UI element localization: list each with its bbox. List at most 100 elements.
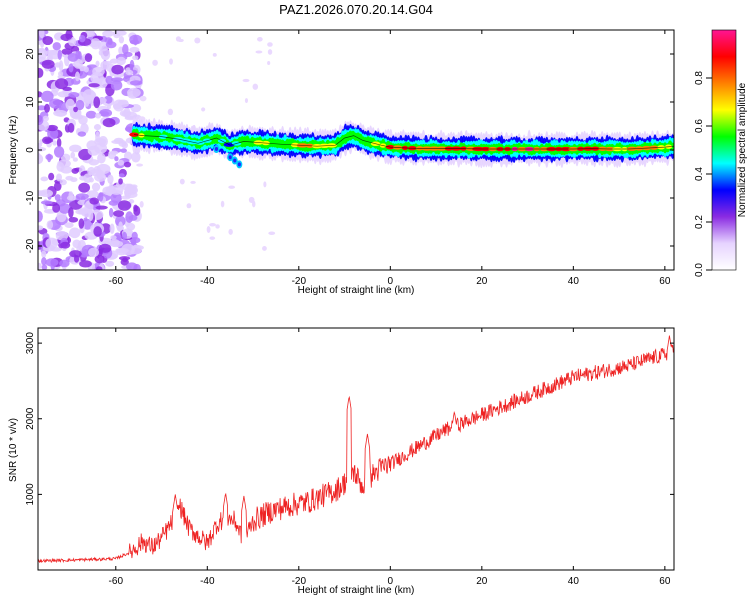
noise-blob [54,62,62,68]
noise-blob [194,37,201,44]
noise-blob [68,191,74,201]
noise-blob [255,50,263,54]
noise-blob [41,250,47,258]
noise-blob [67,122,75,133]
noise-blob [83,66,89,73]
ridge-core [129,132,139,137]
noise-blob [90,38,101,50]
noise-blob [38,114,44,126]
noise-blob [78,115,88,125]
x-tick-label: 0 [388,276,394,287]
noise-blob [93,124,102,131]
snr-x-ticks: -60 -40 -20 0 20 40 60 [109,328,671,587]
noise-blob [125,185,135,194]
noise-blob [104,95,113,104]
noise-blob [228,185,236,189]
noise-blob [65,30,73,40]
noise-blob [78,182,91,193]
noise-blob [120,148,127,153]
noise-blob [90,71,104,84]
snr-line-layer [38,335,674,564]
snr-y-ticks: 1000 2000 3000 [25,332,674,506]
noise-blob [75,99,85,111]
spectrogram-y-ticks: -20 -10 0 10 20 [25,48,674,253]
noise-blob [122,231,128,240]
noise-blob [118,173,125,178]
noise-blob [186,203,192,209]
noise-blob [68,216,79,223]
noise-blob [49,98,62,109]
x-tick-label: 20 [476,276,488,287]
noise-blob [38,153,44,165]
noise-blob [262,245,267,251]
x-tick-label: -40 [200,576,215,587]
noise-blob [41,264,48,270]
noise-blob [244,98,248,104]
y-tick-label: 1000 [25,483,36,506]
noise-blob [118,36,125,44]
noise-blob [110,77,124,82]
noise-blob [46,124,58,132]
noise-blob [190,180,196,184]
noise-blob [97,153,106,164]
noise-blob [59,259,70,268]
noise-blob [110,235,117,240]
y-tick-label: 3000 [25,332,36,355]
noise-blob [129,80,143,86]
noise-blob [67,52,79,62]
y-tick-label: 0 [25,147,36,153]
noise-blob [215,224,220,229]
noise-blob [38,67,44,78]
noise-blob [98,243,112,253]
noise-blob [73,106,78,113]
noise-blob [268,231,276,235]
noise-blob [77,131,87,137]
noise-blob [73,58,83,69]
noise-blob [52,42,61,51]
noise-blob [95,266,103,270]
noise-blob [98,192,104,202]
noise-blob [86,190,99,199]
noise-blob [59,179,67,186]
noise-blob [58,71,64,77]
noise-blob [152,59,158,66]
noise-blob [82,218,93,230]
noise-blob [109,58,119,64]
ridge-layer [129,116,674,169]
colorbar-tick-label: 0.8 [694,71,705,85]
noise-blob [110,192,122,204]
noise-blob [125,69,134,76]
noise-blob [129,39,140,45]
x-tick-label: -20 [292,576,307,587]
noise-blob [105,260,115,267]
x-tick-label: 20 [476,576,488,587]
noise-blob [128,199,135,204]
noise-blob [72,157,78,162]
noise-blob [179,178,185,185]
colorbar-gradient [711,29,737,271]
noise-blob [95,112,102,119]
noise-blob [47,153,52,163]
noise-blob [44,103,50,113]
spectrogram-y-label: Frequency (Hz) [8,116,19,185]
noise-blob [127,87,141,98]
snr-y-label: SNR (10 * v/v) [8,418,19,482]
noise-blob [38,142,43,148]
noise-blob [117,159,125,166]
noise-blob [65,98,75,111]
noise-blob [45,258,59,267]
noise-blob [131,231,138,241]
noise-blob [70,151,76,159]
noise-blob [122,257,128,263]
noise-blob [71,168,79,174]
noise-blob [212,52,217,57]
noise-blob [111,64,124,75]
noise-blob [41,257,47,266]
noise-blob [109,184,124,195]
noise-blob [201,107,206,112]
noise-blob [38,262,42,269]
noise-blob [68,207,74,218]
noise-blob [121,243,135,256]
x-tick-label: 40 [568,276,580,287]
noise-blob [77,209,86,215]
